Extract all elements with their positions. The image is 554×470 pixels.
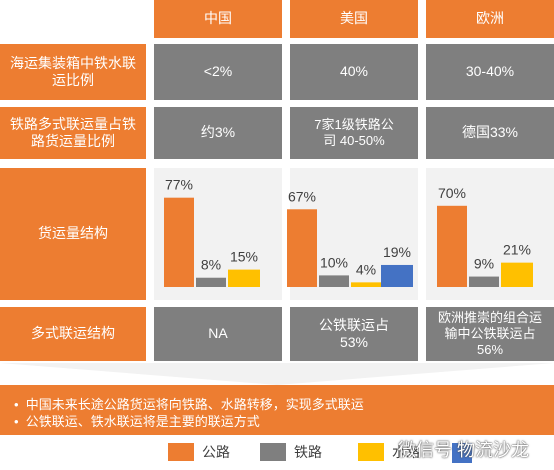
legend-water: 水路: [358, 440, 420, 464]
bar-label-美国-0: 67%: [288, 188, 316, 204]
bar-中国-公路: [164, 197, 194, 287]
cell-europe-multimodal: 欧洲推崇的组合运输中公铁联运占56%: [426, 307, 554, 361]
watermark-logo: [452, 443, 472, 463]
bar-label-美国-1: 10%: [320, 254, 348, 270]
bar-label-美国-2: 4%: [356, 261, 376, 277]
legend-water-swatch: [358, 443, 384, 461]
bar-美国-1: [319, 275, 349, 287]
cell-usa-rail-multimodal: 7家1级铁路公司 40-50%: [290, 107, 418, 159]
bar-label-中国-水路: 15%: [230, 249, 258, 265]
bar-label-欧洲-铁路: 9%: [474, 256, 494, 272]
row-label-multimodal-structure: 多式联运结构: [0, 307, 146, 361]
bar-label-中国-公路: 77%: [165, 177, 193, 193]
bar-中国-铁路: [196, 277, 226, 287]
bar-欧洲-公路: [437, 205, 467, 287]
col-header-usa: 美国: [290, 0, 418, 38]
bar-欧洲-水路: [501, 262, 533, 287]
col-header-europe: 欧洲: [426, 0, 554, 38]
bar-美国-0: [287, 209, 317, 287]
watermark-text: 微信号 物流沙龙: [398, 440, 530, 460]
legend-road: 公路: [168, 440, 230, 464]
bar-美国-2: [351, 282, 381, 287]
legend-rail-swatch: [260, 443, 286, 461]
cell-europe-container: 30-40%: [426, 44, 554, 100]
row-label-rail-multimodal: 铁路多式联运量占铁路货运量比例: [0, 107, 146, 159]
conclusion-line-1: • 中国未来长途公路货运将向铁路、水路转移，实现多式联运: [14, 397, 364, 412]
bar-label-美国-3: 19%: [383, 244, 411, 260]
bar-label-欧洲-公路: 70%: [438, 185, 466, 201]
bar-欧洲-铁路: [469, 276, 499, 287]
cell-china-container: <2%: [154, 44, 282, 100]
legend-water-label: 水路: [392, 444, 420, 460]
bar-美国-3: [381, 264, 413, 287]
bar-中国-水路: [228, 269, 260, 287]
row-label-freight-structure: 货运量结构: [0, 168, 146, 300]
legend-rail-label: 铁路: [294, 444, 322, 460]
cell-europe-rail-multimodal: 德国33%: [426, 107, 554, 159]
cell-china-multimodal: NA: [154, 307, 282, 361]
conclusion-box: • 中国未来长途公路货运将向铁路、水路转移，实现多式联运 • 公铁联运、铁水联运…: [0, 385, 554, 435]
legend-rail: 铁路: [260, 440, 322, 464]
bar-label-中国-铁路: 8%: [201, 257, 221, 273]
conclusion-line-2: • 公铁联运、铁水联运将是主要的联运方式: [14, 414, 260, 429]
col-header-china: 中国: [154, 0, 282, 38]
legend-road-swatch: [168, 443, 194, 461]
bar-label-欧洲-水路: 21%: [503, 242, 531, 258]
down-arrow-shape: [0, 363, 554, 385]
cell-usa-multimodal: 公铁联运占53%: [290, 307, 418, 361]
cell-china-rail-multimodal: 约3%: [154, 107, 282, 159]
row-label-container-rail-water: 海运集装箱中铁水联运比例: [0, 44, 146, 100]
legend-road-label: 公路: [202, 444, 230, 460]
cell-usa-container: 40%: [290, 44, 418, 100]
